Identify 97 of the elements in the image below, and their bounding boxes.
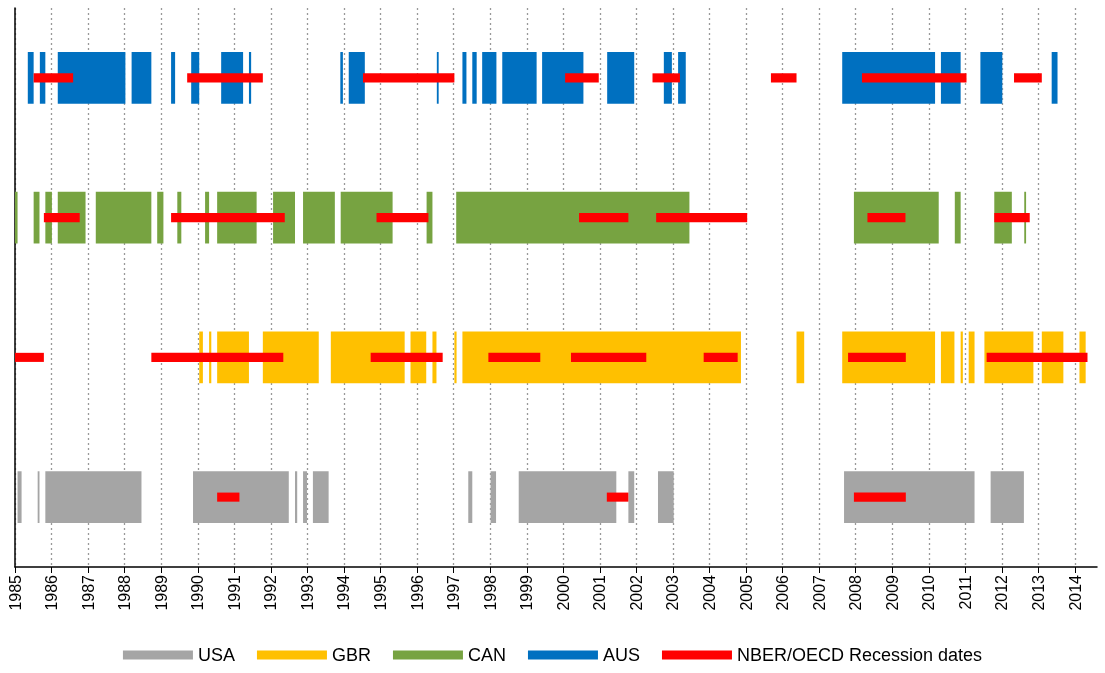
bar	[565, 73, 599, 83]
x-tick-label: 2010	[920, 574, 938, 611]
x-tick-label: 1986	[43, 574, 61, 611]
bar	[861, 73, 967, 83]
bar	[17, 471, 22, 523]
legend-label: NBER/OECD Recession dates	[736, 645, 983, 665]
x-tick-label: 1993	[298, 574, 316, 611]
bar	[376, 213, 429, 223]
bar	[33, 73, 74, 83]
x-tick-label: 2014	[1066, 574, 1084, 611]
bar	[340, 191, 393, 244]
x-tick-label: 1990	[189, 574, 207, 611]
x-tick-label: 1996	[408, 574, 426, 611]
bar	[502, 52, 537, 104]
x-tick-label: 2011	[956, 574, 974, 610]
bar	[362, 73, 455, 83]
x-tick-label: 1987	[79, 574, 97, 611]
bar	[980, 52, 1003, 104]
x-tick-label: 2005	[737, 574, 755, 611]
bar	[954, 191, 961, 244]
x-tick-label: 2004	[701, 574, 719, 611]
bar	[703, 352, 738, 362]
bar	[1014, 73, 1042, 83]
x-tick-label: 2009	[883, 574, 901, 611]
bar	[157, 191, 164, 244]
bar	[960, 331, 963, 384]
bar	[570, 352, 647, 362]
legend-label: AUS	[602, 645, 640, 665]
legend-label: USA	[197, 645, 235, 665]
bar	[986, 352, 1088, 362]
bar	[43, 213, 80, 223]
legend-label: GBR	[331, 645, 371, 665]
bar	[462, 52, 467, 104]
x-tick-label: 1985	[6, 574, 24, 611]
x-tick-label: 2000	[554, 574, 572, 611]
x-tick-label: 2012	[993, 574, 1011, 611]
bar	[607, 52, 635, 104]
bar	[770, 73, 797, 83]
x-tick-label: 2008	[847, 574, 865, 611]
bar	[312, 471, 329, 523]
bar	[217, 492, 240, 502]
bar	[940, 331, 955, 384]
x-tick-label: 2006	[774, 574, 792, 611]
bar	[27, 52, 34, 104]
bar	[867, 213, 906, 223]
bar	[579, 213, 629, 223]
x-tick-label: 2007	[810, 574, 828, 611]
bar	[456, 191, 690, 244]
bar	[303, 191, 335, 244]
bar	[171, 52, 176, 104]
bar	[628, 471, 635, 523]
bar	[462, 331, 741, 384]
x-tick-label: 1998	[481, 574, 499, 611]
x-tick-label: 2002	[627, 574, 645, 611]
bar	[853, 492, 906, 502]
x-tick-label: 1989	[152, 574, 170, 611]
bar	[968, 331, 975, 384]
x-tick-label: 2001	[591, 574, 609, 611]
bar	[295, 471, 298, 523]
bar	[131, 52, 152, 104]
x-tick-label: 1999	[518, 574, 536, 611]
x-tick-label: 2013	[1030, 574, 1048, 611]
bar	[468, 471, 473, 523]
bar	[262, 331, 319, 384]
x-tick-label: 1997	[445, 574, 463, 611]
bar	[652, 73, 680, 83]
bar	[370, 352, 443, 362]
bar	[606, 492, 629, 502]
x-tick-label: 1988	[116, 574, 134, 611]
bar	[848, 352, 906, 362]
bar	[488, 352, 541, 362]
bar	[57, 52, 126, 104]
bar	[15, 191, 18, 244]
bar	[796, 331, 805, 384]
bar	[542, 52, 584, 104]
x-tick-label: 1995	[372, 574, 390, 611]
bar	[171, 213, 285, 223]
bar	[95, 191, 152, 244]
bar	[482, 52, 497, 104]
x-tick-label: 2003	[664, 574, 682, 611]
bar	[678, 52, 686, 104]
x-tick-label: 1994	[335, 574, 353, 611]
bar	[15, 352, 44, 362]
x-tick-label: 1991	[225, 574, 243, 611]
bar	[151, 352, 284, 362]
bar	[994, 213, 1030, 223]
bar	[656, 213, 748, 223]
bar	[853, 191, 939, 244]
x-tick-label: 1992	[262, 574, 280, 611]
bar	[348, 52, 365, 104]
bar	[454, 331, 457, 384]
bar	[330, 331, 405, 384]
bar	[340, 52, 343, 104]
bar	[187, 73, 263, 83]
legend-label: CAN	[467, 645, 506, 665]
bar	[472, 52, 477, 104]
bar	[1051, 52, 1058, 104]
